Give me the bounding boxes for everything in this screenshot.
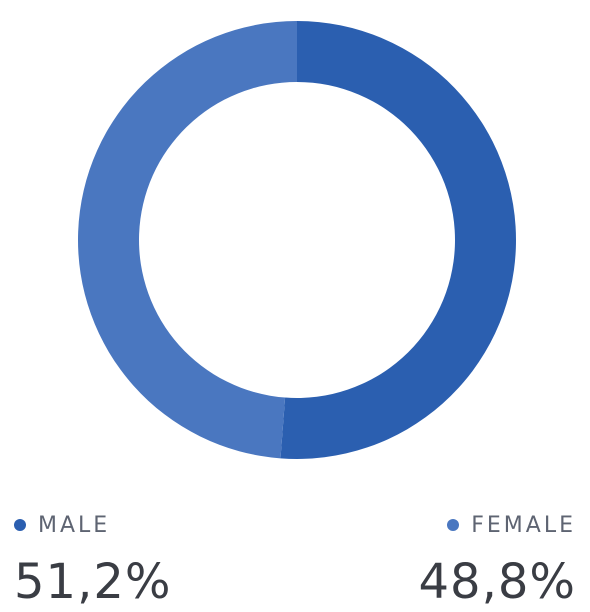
legend-label-male: MALE [38, 512, 111, 538]
female-legend-dot-icon [447, 519, 460, 531]
legend-item-female: FEMALE 48,8% [418, 512, 576, 610]
male-legend-dot-icon [14, 519, 26, 531]
legend-value-female: 48,8% [418, 554, 576, 610]
donut-chart [77, 21, 516, 459]
legend-label-female: FEMALE [471, 512, 576, 538]
donut-slices [77, 21, 516, 459]
donut-slice-male [280, 21, 516, 459]
donut-slice-female [77, 21, 297, 459]
legend-value-male: 51,2% [14, 554, 172, 610]
legend-item-male: MALE 51,2% [14, 512, 171, 606]
